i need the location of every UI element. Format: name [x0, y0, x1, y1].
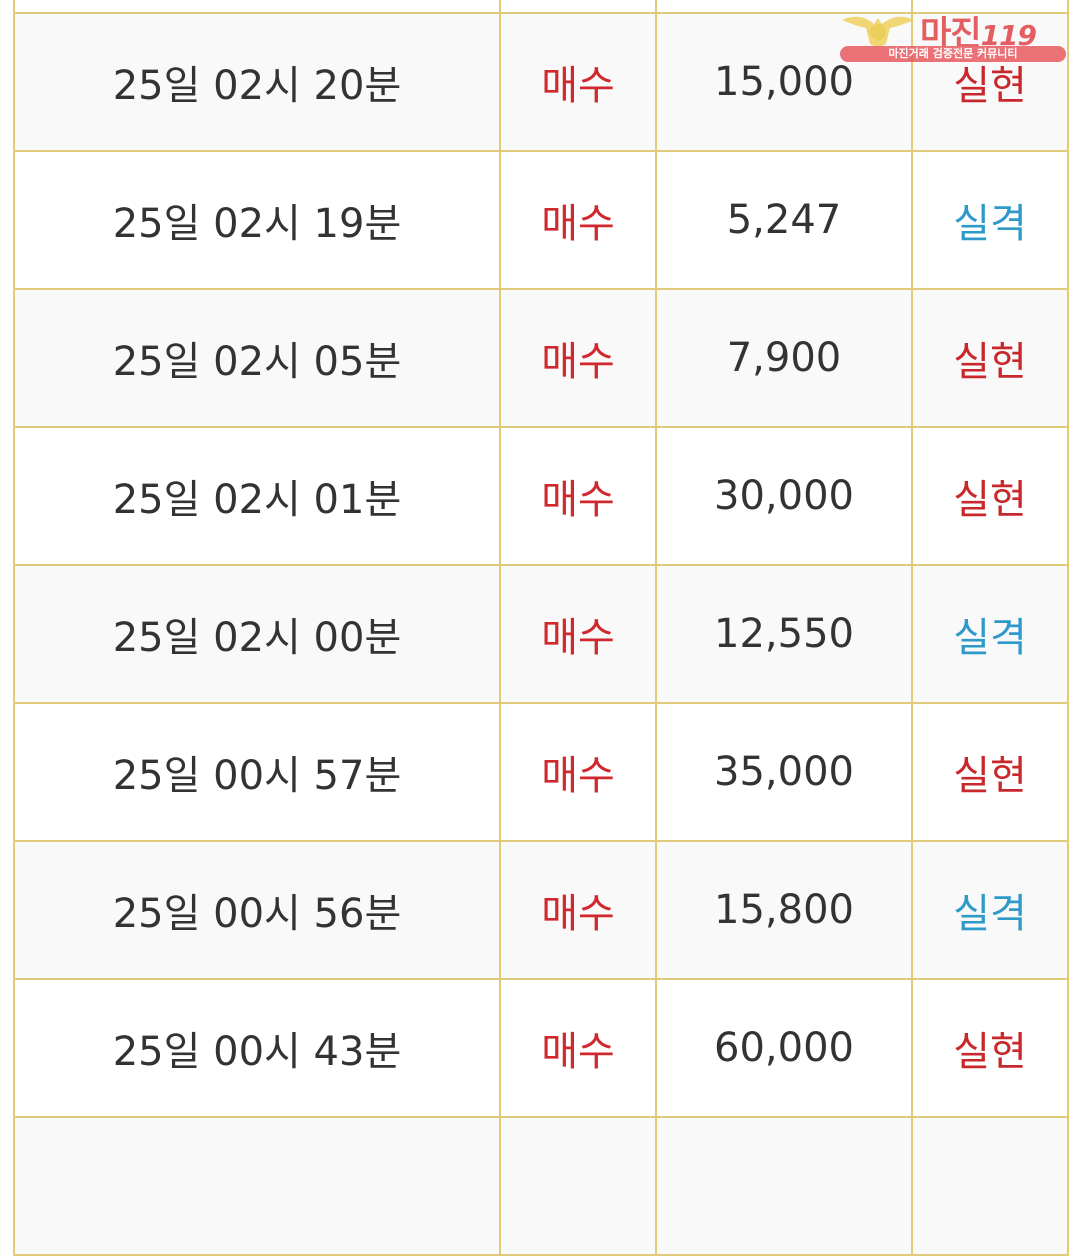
time-cell: 25일 00시 57분 — [13, 702, 501, 842]
site-logo-watermark: 마진119 마진거래 검증전문 커뮤니티 — [836, 6, 1070, 64]
result-cell: 실현 — [911, 978, 1069, 1118]
amount-cell: 5,247 — [655, 150, 913, 290]
side-cell — [499, 0, 657, 14]
table-row — [13, 1116, 1069, 1256]
result-cell: 실현 — [911, 12, 1069, 152]
table-row: 25일 02시 05분 매수 7,900 실현 — [13, 288, 1069, 428]
side-cell: 매수 — [499, 564, 657, 704]
amount-cell: 15,800 — [655, 840, 913, 980]
result-cell: 실격 — [911, 150, 1069, 290]
trade-history-table: 25일 02시 20분 매수 15,000 실현 25일 02시 19분 매수 5,247 실… — [13, 0, 1069, 1256]
amount-cell: 60,000 — [655, 978, 913, 1118]
table-row: 25일 00시 56분 매수 15,800 실격 — [13, 840, 1069, 980]
table-row: 25일 00시 57분 매수 35,000 실현 — [13, 702, 1069, 842]
time-cell: 25일 02시 00분 — [13, 564, 501, 704]
side-cell — [499, 1116, 657, 1256]
side-cell: 매수 — [499, 288, 657, 428]
side-cell: 매수 — [499, 150, 657, 290]
result-cell: 실격 — [911, 840, 1069, 980]
time-cell: 25일 00시 43분 — [13, 978, 501, 1118]
table-row: 25일 02시 00분 매수 12,550 실격 — [13, 564, 1069, 704]
table-row: 25일 00시 43분 매수 60,000 실현 — [13, 978, 1069, 1118]
result-cell — [911, 1116, 1069, 1256]
result-cell: 실현 — [911, 702, 1069, 842]
result-cell: 실현 — [911, 288, 1069, 428]
table-row: 25일 02시 20분 매수 15,000 실현 — [13, 12, 1069, 152]
time-cell: 25일 02시 20분 — [13, 12, 501, 152]
side-cell: 매수 — [499, 426, 657, 566]
amount-cell: 30,000 — [655, 426, 913, 566]
side-cell: 매수 — [499, 702, 657, 842]
result-cell: 실격 — [911, 564, 1069, 704]
table-row — [13, 0, 1069, 14]
side-cell: 매수 — [499, 978, 657, 1118]
time-cell — [13, 0, 501, 14]
amount-cell: 7,900 — [655, 288, 913, 428]
time-cell: 25일 00시 56분 — [13, 840, 501, 980]
logo-tagline: 마진거래 검증전문 커뮤니티 — [840, 46, 1066, 62]
side-cell: 매수 — [499, 12, 657, 152]
table-row: 25일 02시 01분 매수 30,000 실현 — [13, 426, 1069, 566]
result-cell: 실현 — [911, 426, 1069, 566]
time-cell — [13, 1116, 501, 1256]
time-cell: 25일 02시 01분 — [13, 426, 501, 566]
eagle-emblem-icon — [842, 16, 914, 48]
result-cell — [911, 0, 1069, 14]
time-cell: 25일 02시 19분 — [13, 150, 501, 290]
table-row: 25일 02시 19분 매수 5,247 실격 — [13, 150, 1069, 290]
amount-cell — [655, 1116, 913, 1256]
amount-cell: 12,550 — [655, 564, 913, 704]
time-cell: 25일 02시 05분 — [13, 288, 501, 428]
amount-cell: 35,000 — [655, 702, 913, 842]
amount-cell — [655, 0, 913, 14]
side-cell: 매수 — [499, 840, 657, 980]
